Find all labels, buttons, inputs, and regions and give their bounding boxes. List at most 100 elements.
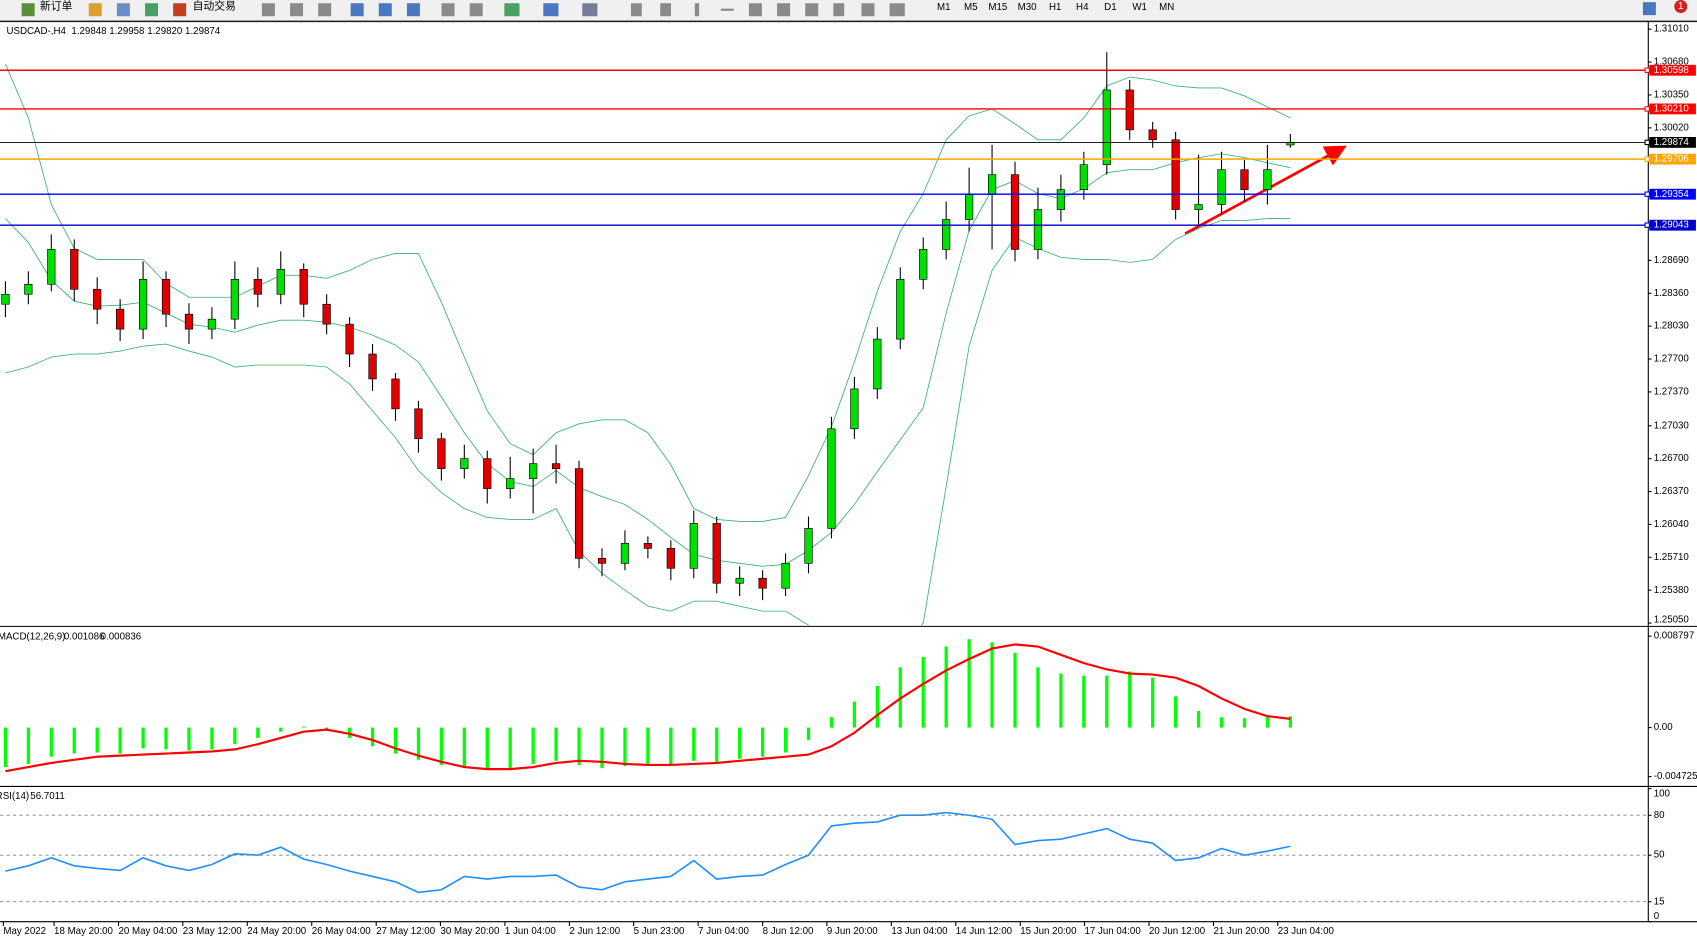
macd-bar	[783, 727, 788, 753]
timeframe-button[interactable]: W1	[1132, 2, 1147, 13]
icon[interactable]	[350, 3, 364, 17]
icon-auto-trade[interactable]	[173, 3, 187, 17]
toolbar-button[interactable]: 自动交易	[193, 0, 236, 12]
macd-bar	[279, 727, 283, 732]
y-tick-label: 1.27700	[1654, 354, 1690, 365]
macd-bar	[462, 727, 466, 768]
icon[interactable]	[543, 3, 559, 17]
candle-body	[1125, 89, 1134, 131]
icon[interactable]	[630, 3, 642, 17]
x-tick-label: 2 Jun 12:00	[569, 926, 620, 937]
macd-bar	[233, 727, 237, 745]
candle-body	[827, 428, 836, 529]
timeframe-button[interactable]: M5	[964, 2, 978, 13]
macd-bar	[829, 717, 834, 728]
candle-body	[574, 468, 584, 559]
level-label: 1.29874	[1654, 137, 1690, 148]
level-marker	[1644, 222, 1650, 228]
macd-bar	[577, 727, 581, 765]
icon[interactable]	[378, 3, 392, 17]
macd-bar	[485, 727, 489, 770]
icon[interactable]	[833, 3, 845, 17]
icon-new-order[interactable]	[21, 3, 35, 17]
badge[interactable]	[1674, 0, 1688, 13]
icon[interactable]	[694, 3, 700, 17]
y-tick-label: 1.30680	[1654, 57, 1690, 68]
bollinger-band	[5, 218, 1291, 626]
icon[interactable]	[889, 3, 905, 17]
y-tick-label: 1.25380	[1654, 585, 1690, 596]
macd-bar	[1196, 710, 1201, 728]
header-value: 1.29958	[109, 26, 144, 37]
candle-body	[93, 288, 102, 310]
y-tick-label: 1.26700	[1654, 453, 1690, 464]
candle-body	[253, 278, 262, 295]
icon[interactable]	[469, 3, 483, 17]
level-label: 1.29043	[1654, 220, 1689, 231]
candle-body	[391, 378, 400, 410]
candle-body	[299, 269, 308, 305]
x-tick-label: 20 May 04:00	[119, 926, 178, 937]
icon[interactable]	[441, 3, 455, 17]
y-tick-label: 50	[1654, 850, 1665, 861]
timeframe-button[interactable]: H1	[1049, 2, 1061, 13]
timeframe-button[interactable]: M15	[988, 2, 1007, 13]
icon[interactable]	[145, 3, 159, 17]
candle-body	[1263, 169, 1272, 190]
timeframe-button[interactable]: MN	[1159, 2, 1174, 13]
x-tick-label: 27 May 12:00	[376, 926, 435, 937]
macd-bar	[738, 727, 742, 759]
macd-bar	[1036, 667, 1040, 728]
timeframe-button[interactable]: M1	[937, 2, 951, 13]
timeframe-button[interactable]: H4	[1076, 2, 1089, 13]
macd-bar	[49, 727, 53, 757]
y-tick-label: -0.004725	[1654, 771, 1697, 782]
toolbar-button[interactable]: 新订单	[40, 0, 73, 12]
level-marker	[1644, 106, 1650, 112]
macd-bar	[967, 639, 971, 728]
y-tick-label: 1.27030	[1654, 420, 1690, 431]
icon[interactable]	[261, 3, 275, 17]
icon[interactable]	[406, 3, 420, 17]
icon[interactable]	[720, 8, 734, 11]
candle-body	[506, 478, 515, 489]
trend-arrow	[1184, 145, 1347, 235]
x-tick-label: 13 Jun 04:00	[891, 926, 948, 937]
macd-bar	[646, 727, 650, 764]
x-tick-label: 5 Jun 23:00	[634, 926, 685, 937]
macd-bar	[1174, 696, 1178, 728]
macd-bar	[1105, 675, 1109, 728]
icon[interactable]	[318, 3, 332, 17]
y-tick-label: 0.008797	[1654, 631, 1695, 642]
macd-bar	[990, 642, 994, 728]
macd-bar	[416, 727, 421, 760]
candle-body	[161, 278, 171, 315]
icon[interactable]	[861, 3, 875, 17]
macd-bar	[439, 727, 443, 765]
x-tick-label: 14 Jun 12:00	[956, 926, 1013, 937]
timeframe-button[interactable]: D1	[1104, 2, 1116, 13]
icon[interactable]	[777, 3, 791, 17]
icon[interactable]	[582, 3, 598, 17]
icon-search[interactable]	[1642, 2, 1656, 16]
level-marker	[1644, 67, 1650, 73]
icon[interactable]	[290, 3, 304, 17]
timeframe-button[interactable]: M30	[1018, 2, 1038, 13]
candle-body	[207, 318, 217, 330]
icon[interactable]	[748, 3, 762, 17]
y-tick-label: 1.31010	[1654, 24, 1690, 35]
macd-bar	[164, 727, 168, 750]
candle-body	[184, 313, 194, 330]
icon[interactable]	[88, 3, 102, 17]
y-tick-label: 100	[1654, 789, 1671, 800]
icon[interactable]	[660, 3, 672, 17]
macd-bar	[508, 727, 512, 769]
pane-group	[3, 639, 1292, 773]
icon[interactable]	[116, 3, 130, 17]
level-label: 1.29706	[1654, 154, 1689, 165]
y-tick-label: 0.00	[1654, 722, 1674, 733]
icon[interactable]	[504, 3, 520, 17]
icon[interactable]	[805, 3, 819, 17]
level-marker	[1644, 156, 1650, 162]
macd-bar	[1013, 652, 1017, 728]
